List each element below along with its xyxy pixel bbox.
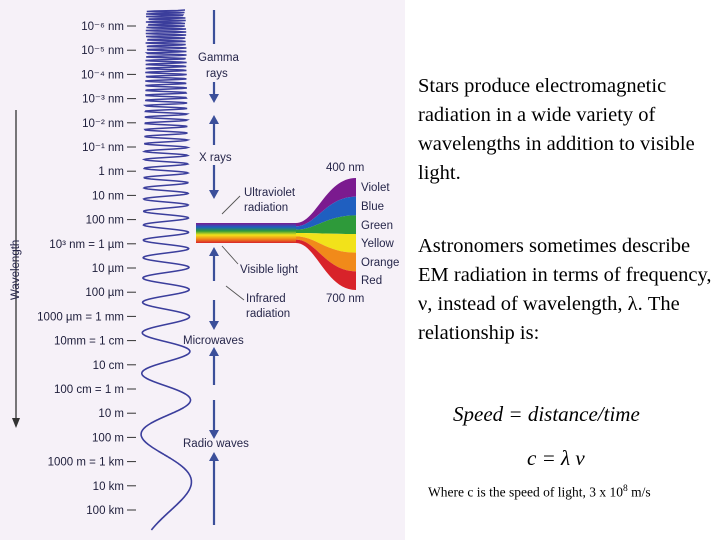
axis-label: Wavelength [10, 240, 22, 300]
tick-label: 10 km [93, 481, 124, 493]
tick-label: 10⁻⁵ nm [81, 45, 124, 57]
tick-label: 100 cm = 1 m [54, 384, 124, 396]
text-panel: Stars produce electromagnetic radiation … [418, 72, 718, 348]
wave-curve [140, 9, 193, 531]
tick-label: 100 µm [85, 287, 124, 299]
tick-label: 100 nm [86, 215, 124, 227]
tick-label: 100 m [92, 432, 124, 444]
intro-paragraph: Stars produce electromagnetic radiation … [418, 75, 695, 184]
xrays-label: X rays [199, 152, 232, 164]
band-arrowhead [209, 452, 219, 461]
uv-pointer [221, 195, 241, 215]
color-red: Red [361, 275, 382, 287]
wavelength-ticks: 10⁻⁶ nm 10⁻⁵ nm 10⁻⁴ nm 10⁻³ nm 10⁻² nm 10⁻¹ … [37, 21, 136, 517]
spectrum-band [296, 215, 356, 234]
ir-label-1: Infrared [246, 293, 286, 305]
speed-equation: Speed = distance/time [453, 402, 640, 426]
tick-label: 10 nm [92, 190, 124, 202]
tick-label: 100 km [86, 505, 124, 517]
tick-label: 1 nm [98, 166, 124, 178]
band-arrowhead [209, 190, 219, 199]
radio-label: Radio waves [183, 438, 249, 450]
frequency-paragraph: Astronomers sometimes describe EM radiat… [418, 235, 712, 344]
tick-label: 10 m [98, 408, 124, 420]
ir-pointer [225, 285, 245, 301]
color-green: Green [361, 220, 393, 232]
axis-arrowhead [12, 418, 20, 428]
ir-label-2: radiation [246, 308, 290, 320]
tick-label: 10⁻⁴ nm [81, 69, 124, 81]
tick-label: 10⁻⁶ nm [81, 21, 124, 33]
color-yellow: Yellow [361, 238, 395, 250]
color-orange: Orange [361, 257, 399, 269]
band-arrows [209, 10, 219, 525]
spectrum-band [296, 233, 356, 253]
spectrum-top-label: 400 nm [326, 162, 364, 174]
band-arrowhead [209, 94, 219, 103]
band-arrowhead [209, 347, 219, 356]
spectrum-band [296, 196, 356, 230]
spectrum-fan [296, 178, 356, 290]
wave-equation: c = λ ν [527, 446, 585, 470]
microwaves-label: Microwaves [183, 335, 244, 347]
spectrum-bottom-label: 700 nm [326, 293, 364, 305]
tick-label: 10 cm [93, 360, 124, 372]
tick-label: 10⁻³ nm [82, 94, 124, 106]
tick-label: 10⁻¹ nm [82, 142, 124, 154]
uv-label-2: radiation [244, 202, 288, 214]
tick-label: 10⁻² nm [82, 118, 124, 130]
visible-pointer [221, 245, 239, 265]
visible-label: Visible light [240, 264, 299, 276]
em-spectrum-figure: Wavelength 10⁻⁶ nm 10⁻⁵ nm 10⁻⁴ nm 10⁻³ nm 1… [0, 0, 405, 540]
gamma-label-1: Gamma [198, 52, 240, 64]
tick-label: 10 µm [92, 263, 124, 275]
tick-label: 1000 µm = 1 mm [37, 311, 124, 323]
color-blue: Blue [361, 201, 384, 213]
gamma-label-2: rays [206, 68, 228, 80]
band-arrowhead [209, 321, 219, 330]
tick-label: 10mm = 1 cm [54, 336, 124, 348]
spectrum-band [296, 239, 356, 290]
tick-label: 10³ nm = 1 µm [49, 239, 124, 251]
footnote-text: Where c is the speed of light, 3 x 10 [428, 484, 623, 500]
band-arrowhead [209, 430, 219, 439]
band-arrowhead [209, 115, 219, 124]
footnote: Where c is the speed of light, 3 x 108 m… [428, 484, 651, 501]
visible-beam [196, 223, 296, 243]
uv-label-1: Ultraviolet [244, 187, 296, 199]
footnote-exponent: 8 [622, 484, 628, 494]
spectrum-band [296, 178, 356, 227]
footnote-unit: m/s [627, 484, 651, 500]
tick-label: 1000 m = 1 km [48, 457, 124, 469]
spectrum-band [296, 236, 356, 272]
color-violet: Violet [361, 182, 390, 194]
band-arrowhead [209, 247, 219, 256]
